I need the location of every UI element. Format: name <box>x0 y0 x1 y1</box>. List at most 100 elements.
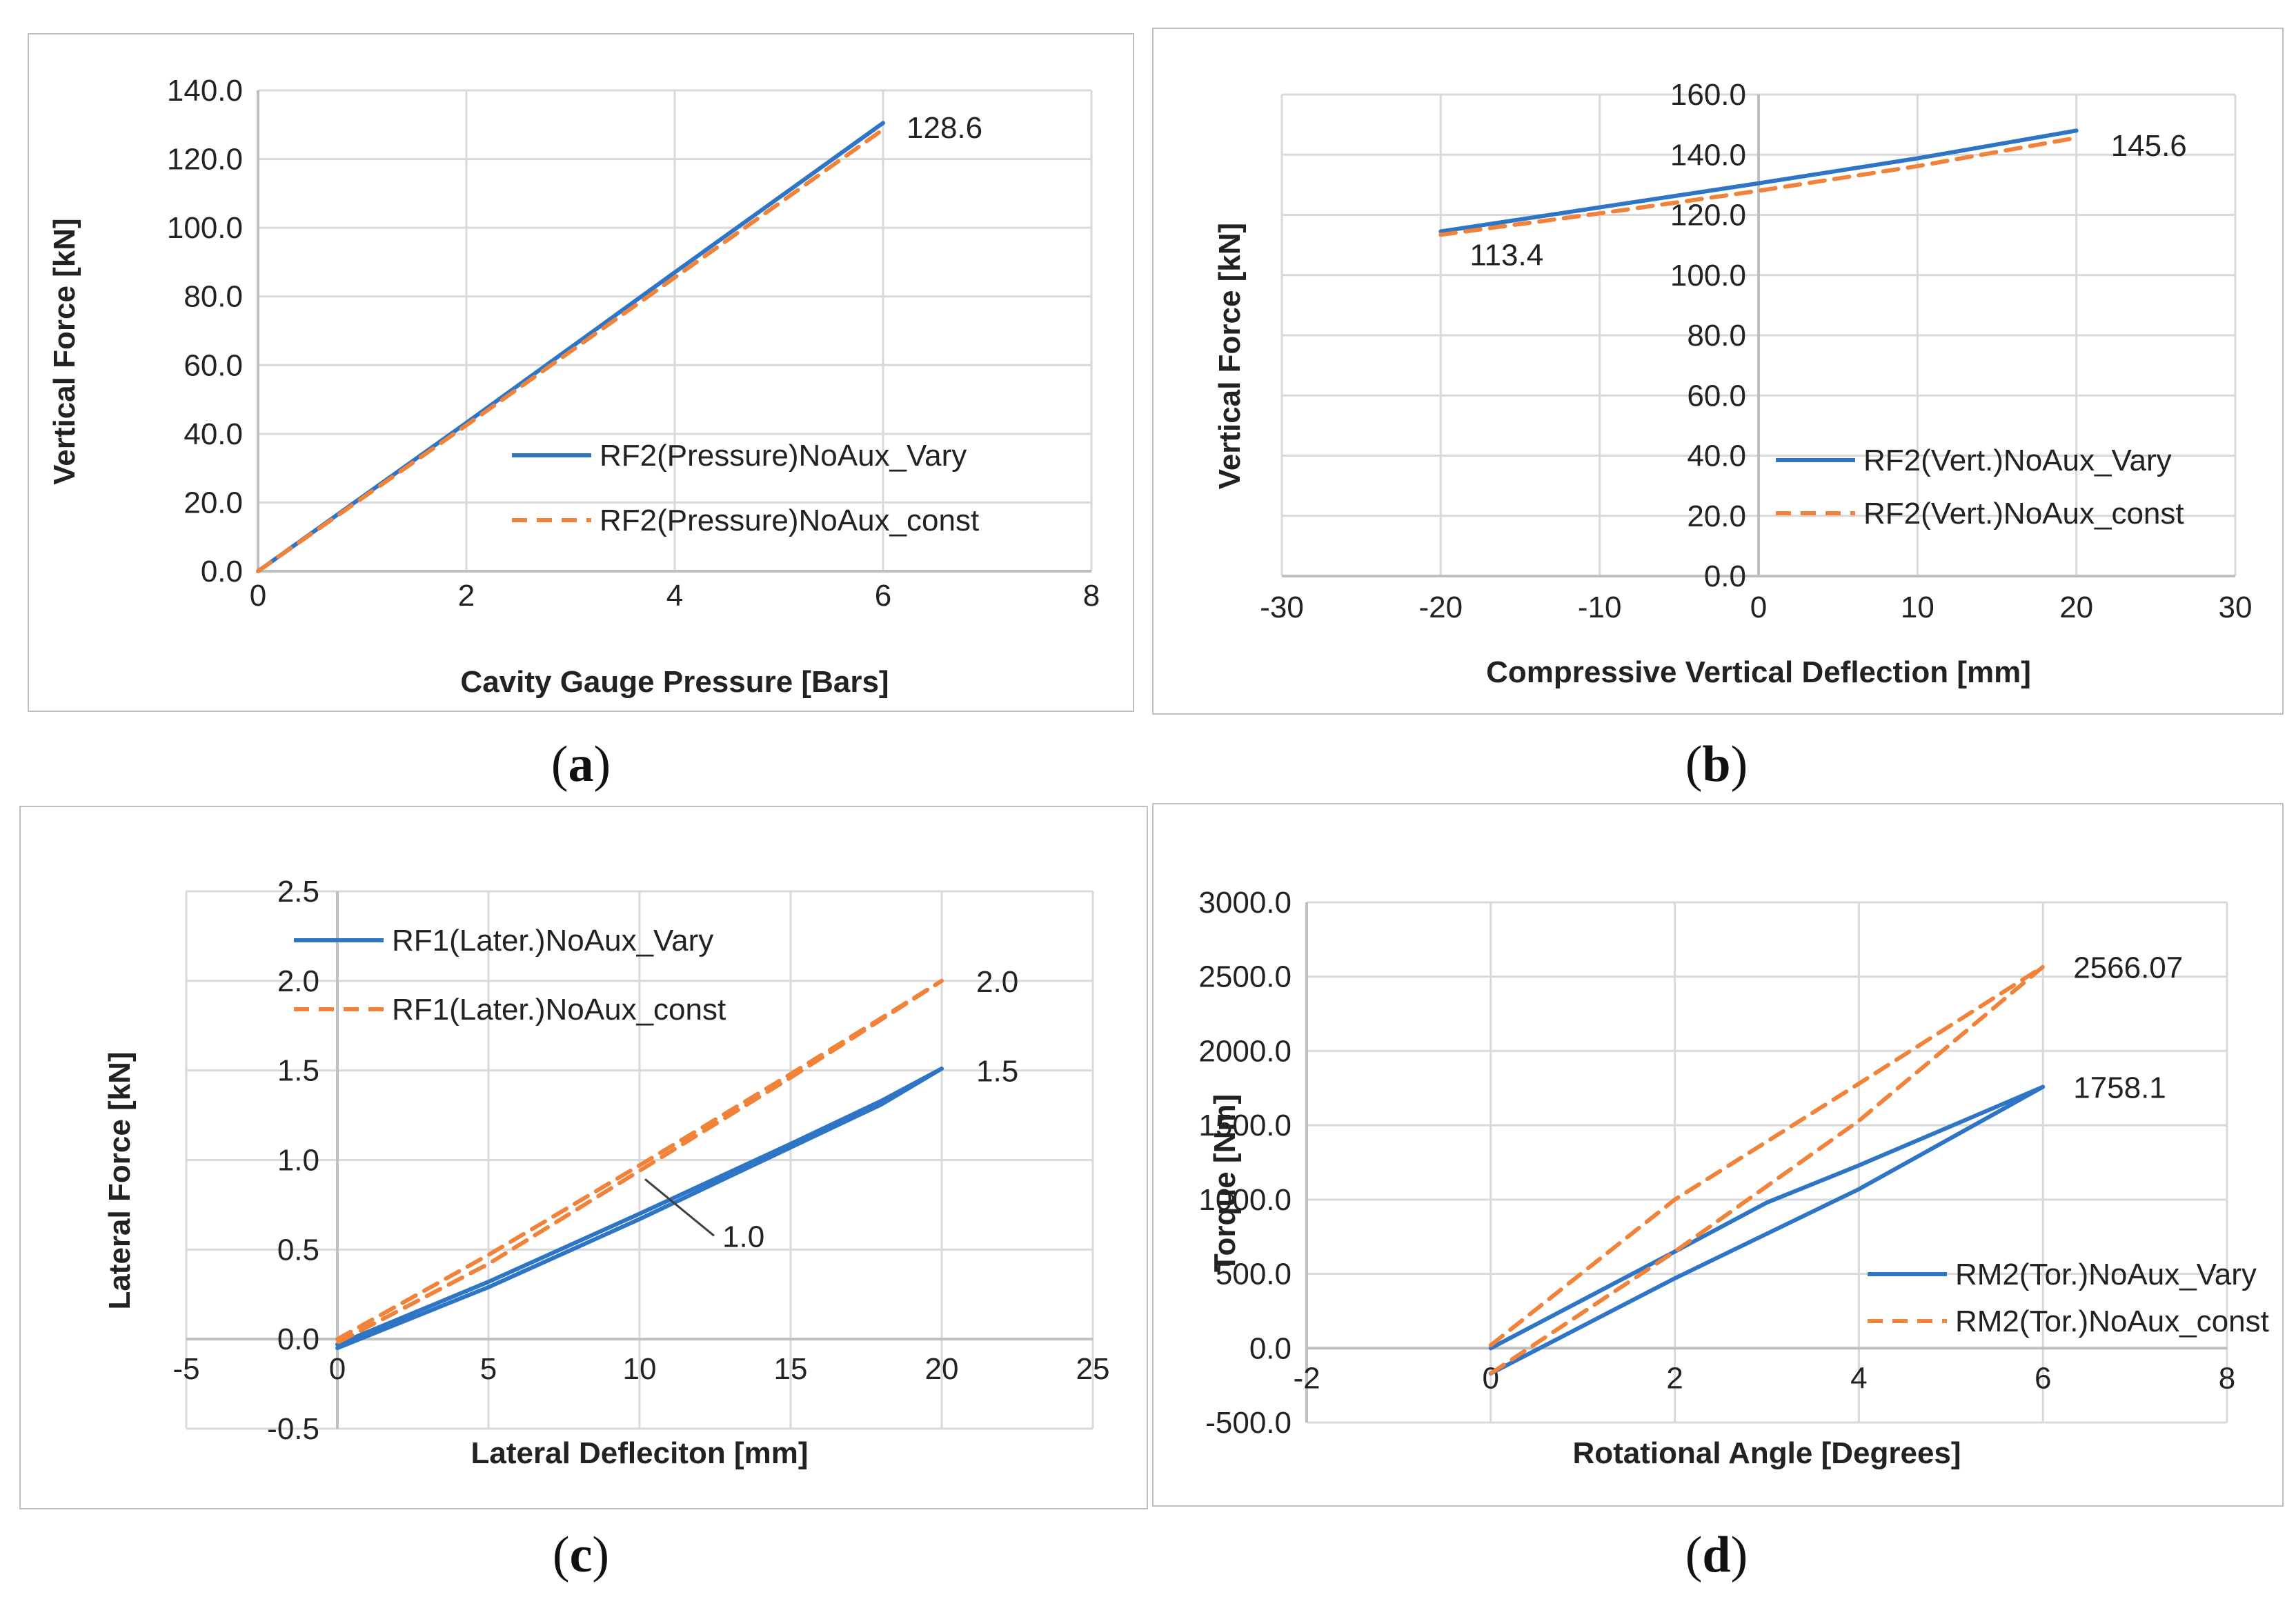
x-tick-label: 20 <box>925 1352 959 1386</box>
x-tick-label: 25 <box>1076 1352 1110 1386</box>
x-tick-label: 2 <box>1666 1361 1683 1395</box>
x-axis-title: Lateral Defleciton [mm] <box>471 1436 809 1470</box>
legend-label: RM2(Tor.)NoAux_Vary <box>1955 1258 2257 1291</box>
y-tick-label: 60.0 <box>184 348 243 382</box>
series-line-const <box>335 978 944 1345</box>
y-tick-label: 140.0 <box>1670 138 1746 172</box>
chart-panel-c: -5 0 5 10 15 20 25 -0.5 0.0 0.5 1.0 1.5 2.0 2.5 Latera… <box>19 806 1148 1509</box>
data-label: 128.6 <box>907 111 982 145</box>
chart-panel-a: 0 2 4 6 8 0.0 20.0 40.0 60.0 80.0 100.0 120.0 140.0 C… <box>28 33 1134 712</box>
y-tick-label: 120.0 <box>1670 199 1746 232</box>
legend-label: RF2(Pressure)NoAux_const <box>600 504 979 537</box>
series-line-vary <box>335 1067 944 1351</box>
x-tick-label: -5 <box>172 1352 199 1386</box>
x-tick-label: 15 <box>774 1352 808 1386</box>
x-tick-label: 0 <box>1483 1361 1499 1395</box>
caption-c: (c) <box>552 1527 610 1583</box>
annotation-leader <box>644 1178 715 1237</box>
y-axis-title: Torque [Nm] <box>1208 1094 1242 1272</box>
x-tick-label: 8 <box>1083 579 1100 613</box>
x-tick-label: 10 <box>623 1352 657 1386</box>
y-tick-label: 100.0 <box>1670 259 1746 293</box>
data-label: 2.0 <box>976 965 1018 999</box>
x-tick-label: -2 <box>1293 1361 1320 1395</box>
x-tick-label: 0 <box>1750 591 1767 624</box>
y-tick-label: 40.0 <box>1687 439 1746 473</box>
x-tick-label: 6 <box>875 579 891 613</box>
gridlines-a <box>257 89 1093 573</box>
x-tick-label: 8 <box>2219 1361 2235 1395</box>
legend-label: RF2(Pressure)NoAux_Vary <box>600 439 967 473</box>
caption-b: (b) <box>1685 736 1748 793</box>
y-tick-label: 20.0 <box>184 486 243 519</box>
y-tick-label: 1500.0 <box>1198 1109 1292 1142</box>
data-label: 145.6 <box>2111 129 2187 163</box>
x-tick-label: 0 <box>250 579 266 613</box>
series-line-const <box>1438 135 2079 237</box>
data-label: 1.0 <box>722 1220 764 1253</box>
x-tick-label: 10 <box>1901 591 1934 624</box>
legend-a: RF2(Pressure)NoAux_Vary RF2(Pressure)NoAu… <box>512 439 979 537</box>
series-line-const <box>256 127 885 573</box>
y-axis-title: Lateral Force [kN] <box>103 1051 137 1309</box>
legend-label: RF2(Vert.)NoAux_const <box>1863 497 2184 531</box>
y-axis-title: Vertical Force [kN] <box>1213 223 1247 489</box>
x-axis-title: Rotational Angle [Degrees] <box>1572 1436 1961 1470</box>
x-tick-label: 4 <box>666 579 683 613</box>
chart-a: 0 2 4 6 80.020.040.060.080.0100.0120.0140.0C… <box>48 74 1100 699</box>
caption-d: (d) <box>1685 1527 1748 1583</box>
y-tick-label: 100.0 <box>167 211 243 245</box>
legend-label: RM2(Tor.)NoAux_const <box>1955 1305 2269 1338</box>
x-tick-label: 4 <box>1850 1361 1867 1395</box>
x-tick-label: -20 <box>1419 591 1463 624</box>
y-tick-label: 0.0 <box>201 555 243 588</box>
y-tick-label: 160.0 <box>1670 78 1746 112</box>
caption-c-letter: c <box>569 1527 593 1583</box>
y-tick-label: 3000.0 <box>1198 886 1292 920</box>
y-tick-label: 2000.0 <box>1198 1034 1292 1068</box>
y-tick-label: -500.0 <box>1205 1406 1292 1440</box>
legend-b: RF2(Vert.)NoAux_Vary RF2(Vert.)NoAux_cons… <box>1776 444 2184 531</box>
chart-panel-b: -30 -20 -10 0 10 20 30 0.0 20.0 40.0 60.0 80.0 100.0… <box>1152 28 2284 715</box>
chart-panel-d: -2 0 2 4 6 8 -500.0 0.0 500.0 1000.0 1500.0 2000.0 2… <box>1152 803 2284 1507</box>
y-tick-label: 1000.0 <box>1198 1183 1292 1217</box>
y-tick-label: 60.0 <box>1687 379 1746 413</box>
caption-d-letter: d <box>1702 1527 1731 1583</box>
y-tick-label: 1.0 <box>277 1144 319 1178</box>
y-tick-label: 0.0 <box>277 1322 319 1356</box>
gridlines-c <box>185 890 1094 1430</box>
y-tick-label: 0.0 <box>1249 1331 1292 1365</box>
x-axis-title: Compressive Vertical Deflection [mm] <box>1486 655 2031 689</box>
data-label: 1.5 <box>976 1055 1018 1089</box>
y-tick-label: 40.0 <box>184 417 243 451</box>
y-tick-label: 80.0 <box>1687 319 1746 353</box>
y-tick-label: 0.0 <box>1704 559 1746 593</box>
y-tick-label: 140.0 <box>167 74 243 108</box>
x-tick-label: -30 <box>1260 591 1304 624</box>
x-tick-label: 0 <box>329 1352 346 1386</box>
x-tick-label: 30 <box>2219 591 2253 624</box>
y-axis-title: Vertical Force [kN] <box>48 218 81 484</box>
caption-b-letter: b <box>1702 736 1731 793</box>
y-tick-label: 2.0 <box>277 964 319 998</box>
data-label: 113.4 <box>1469 238 1543 272</box>
chart-d: -2 0 2 4 6 8 -500.0 0.0 500.0 1000.0 1500.0 2000.0 2… <box>1198 886 2269 1470</box>
y-tick-label: 80.0 <box>184 280 243 314</box>
y-tick-label: 1.5 <box>277 1054 319 1088</box>
y-tick-label: 500.0 <box>1216 1258 1292 1291</box>
x-tick-label: -10 <box>1578 591 1622 624</box>
series-line-const <box>1488 964 2046 1376</box>
y-tick-label: 20.0 <box>1687 499 1746 533</box>
legend-d: RM2(Tor.)NoAux_Vary RM2(Tor.)NoAux_const <box>1868 1258 2269 1338</box>
x-axis-title: Cavity Gauge Pressure [Bars] <box>460 665 889 699</box>
x-tick-label: 2 <box>458 579 475 613</box>
chart-c: -5 0 5 10 15 20 25 -0.5 0.0 0.5 1.0 1.5 2.0 2.5 Latera… <box>103 875 1110 1470</box>
caption-a: (a) <box>551 736 611 793</box>
legend-label: RF1(Later.)NoAux_Vary <box>392 924 713 958</box>
y-tick-label: 0.5 <box>277 1233 319 1267</box>
y-tick-label: 2.5 <box>277 875 319 909</box>
x-tick-label: 6 <box>2035 1361 2051 1395</box>
y-tick-label: -0.5 <box>267 1412 319 1446</box>
data-label: 2566.07 <box>2073 951 2183 984</box>
x-tick-label: 5 <box>480 1352 497 1386</box>
